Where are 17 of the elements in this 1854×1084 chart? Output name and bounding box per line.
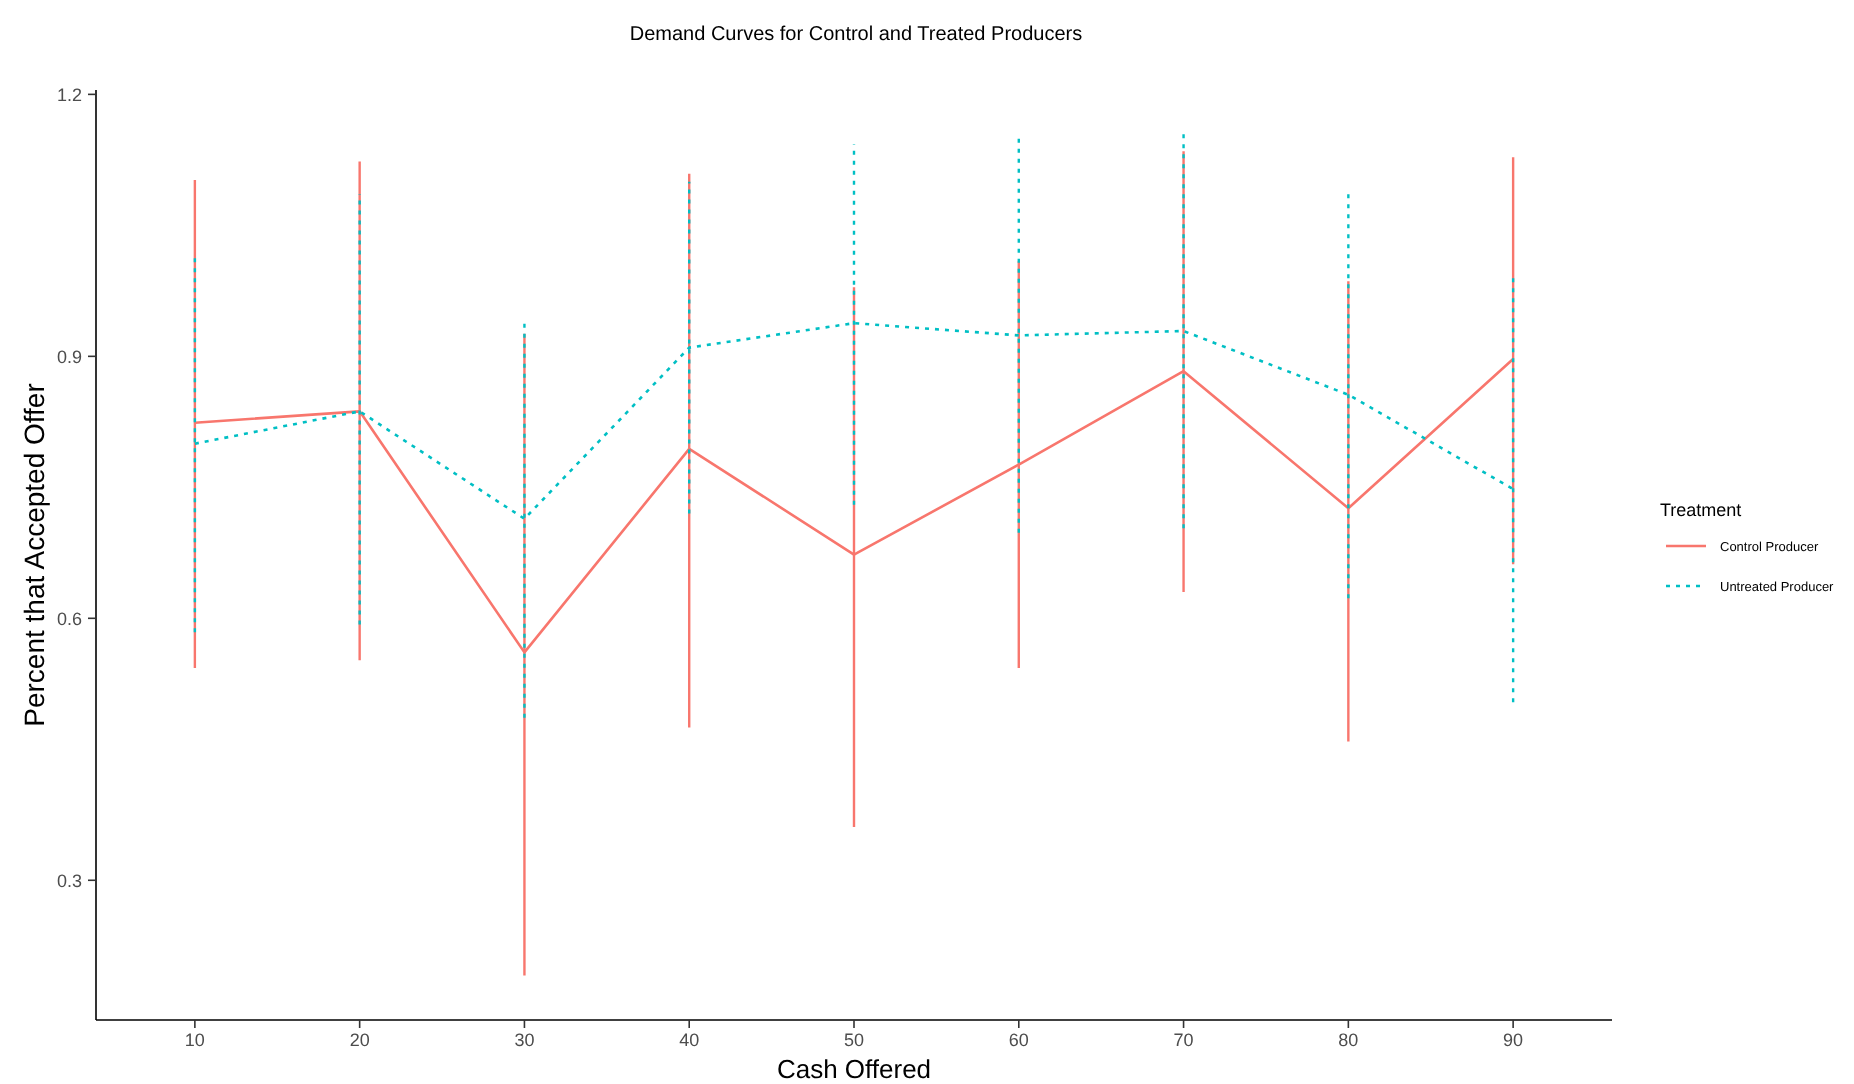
x-tick-label: 20	[349, 1030, 370, 1050]
x-tick-label: 10	[184, 1030, 205, 1050]
x-tick-label: 40	[679, 1030, 700, 1050]
y-tick-label: 0.9	[56, 346, 82, 367]
y-tick-label: 0.6	[56, 608, 82, 629]
chart-title: Demand Curves for Control and Treated Producers	[629, 24, 1083, 46]
x-tick-label: 90	[1503, 1030, 1524, 1050]
x-tick-label: 70	[1173, 1030, 1194, 1050]
x-tick-label: 80	[1338, 1030, 1359, 1050]
y-axis-title: Percent that Accepted Offer	[18, 382, 50, 727]
legend-title: Treatment	[1660, 500, 1743, 520]
x-tick-label: 30	[514, 1030, 535, 1050]
x-tick-label: 60	[1008, 1030, 1029, 1050]
x-axis-title: Cash Offered	[776, 1054, 932, 1084]
x-tick-label: 50	[843, 1030, 865, 1050]
y-tick-label: 1.2	[56, 84, 82, 105]
y-tick-label: 0.3	[56, 870, 82, 891]
